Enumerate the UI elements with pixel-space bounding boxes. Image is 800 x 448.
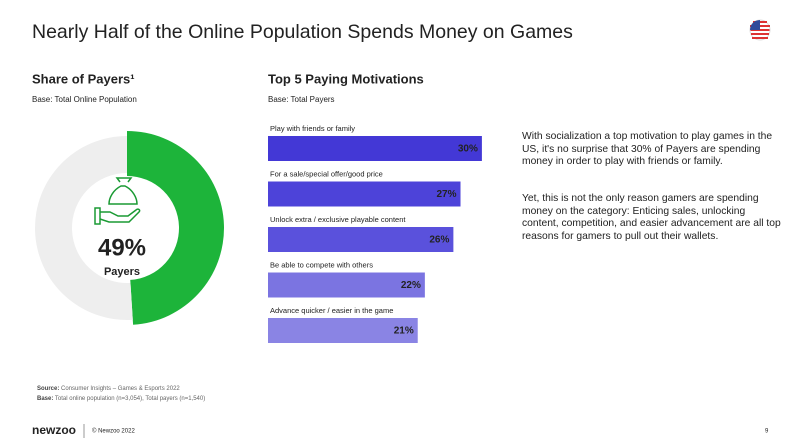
value-label: 21% xyxy=(394,326,414,337)
category-label: Advance quicker / easier in the game xyxy=(270,306,393,315)
bar xyxy=(268,181,461,207)
category-label: Be able to compete with others xyxy=(270,260,373,269)
slide-title: Nearly Half of the Online Population Spe… xyxy=(32,21,573,43)
note-label: Source: xyxy=(37,386,60,392)
value-label: 22% xyxy=(401,280,421,291)
value-label: 49% xyxy=(98,234,146,261)
bar xyxy=(268,318,418,343)
category-label: Play with friends or family xyxy=(270,124,355,133)
source-note: Source: Consumer Insights – Games & Espo… xyxy=(37,386,180,392)
money-icon xyxy=(94,177,141,225)
bar xyxy=(268,136,482,161)
body-paragraph: Yet, this is not the only reason gamers … xyxy=(522,193,781,242)
note-label: Base: xyxy=(37,396,54,402)
note-text: Total online population (n=3,054), Total… xyxy=(54,396,206,402)
value-label: 30% xyxy=(458,144,478,155)
chart-subtitle: Base: Total Online Population xyxy=(32,95,137,104)
bar xyxy=(268,227,454,252)
copyright: © Newzoo 2022 xyxy=(92,428,135,435)
chart-subtitle: Base: Total Payers xyxy=(268,95,335,104)
flag-icon xyxy=(749,19,771,41)
note-text: Consumer Insights – Games & Esports 2022 xyxy=(61,386,180,392)
page-number: 9 xyxy=(765,429,769,435)
bar xyxy=(268,272,425,298)
value-label: 27% xyxy=(436,189,456,200)
donut-segment xyxy=(127,131,225,325)
chart-title: Top 5 Paying Motivations xyxy=(268,71,424,86)
category-label: For a sale/special offer/good price xyxy=(270,169,383,178)
value-label: 26% xyxy=(429,235,449,246)
base-note: Base: Total online population (n=3,054),… xyxy=(37,396,205,402)
chart-title: Share of Payers¹ xyxy=(32,71,135,86)
donut-segment xyxy=(34,136,133,320)
category-label: Unlock extra / exclusive playable conten… xyxy=(270,215,406,224)
category-label: Payers xyxy=(104,266,140,278)
brand: newzoo xyxy=(32,423,76,437)
body-paragraph: With socialization a top motivation to p… xyxy=(522,131,773,167)
